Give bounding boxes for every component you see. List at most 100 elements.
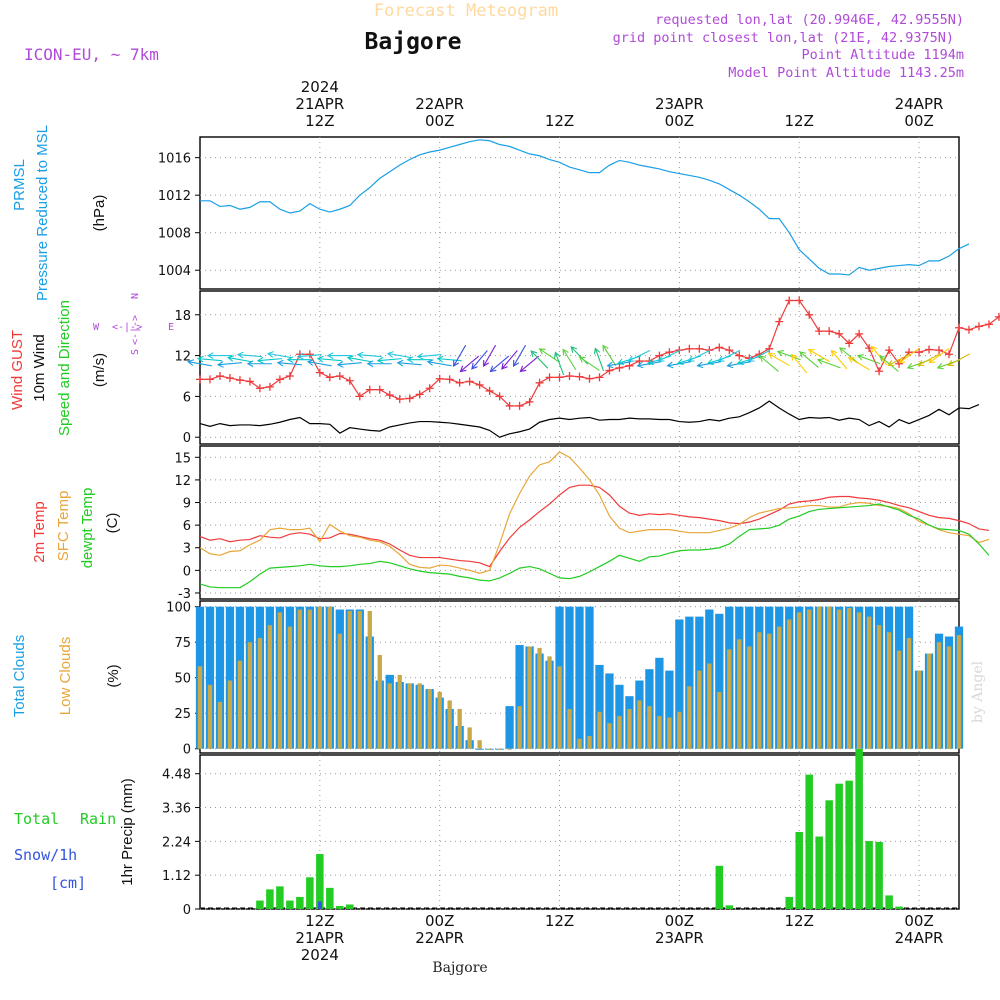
gust-marker xyxy=(605,366,614,375)
wind-arrow xyxy=(317,358,342,362)
product-title: Forecast Meteogram xyxy=(374,1,558,21)
wind-arrow-head xyxy=(847,357,855,364)
bottom-time-label: 00Z xyxy=(425,912,454,930)
rain-bar xyxy=(825,800,833,909)
total-cloud-bar xyxy=(475,748,484,750)
gust-marker xyxy=(875,367,884,376)
gust-marker xyxy=(415,390,424,399)
gust-marker xyxy=(685,344,694,353)
gust-marker xyxy=(565,372,574,380)
low-cloud-bar xyxy=(227,680,233,749)
low-cloud-bar xyxy=(836,609,842,749)
wind-arrow-head xyxy=(376,356,384,364)
wind-arrow xyxy=(817,359,841,369)
wind-arrow-head xyxy=(602,344,609,352)
low-cloud-bar xyxy=(617,716,622,749)
rain-bar xyxy=(795,832,803,909)
rain-bar xyxy=(835,783,843,909)
wind-arrow-head xyxy=(519,365,527,373)
rain-bar xyxy=(286,900,294,909)
wind-arrow-head xyxy=(870,345,878,353)
low-cloud-bar xyxy=(527,646,532,749)
gust-marker xyxy=(655,351,664,360)
low-cloud-bar xyxy=(637,700,642,749)
gust-marker xyxy=(615,363,624,372)
wind-arrow-head xyxy=(947,359,955,366)
gust-marker xyxy=(945,350,954,359)
low-cloud-bar xyxy=(886,632,892,749)
wind-arrow xyxy=(857,355,881,365)
total-cloud-bar xyxy=(585,606,594,749)
wind-arrow xyxy=(870,346,888,366)
wind-arrow-head xyxy=(216,361,224,368)
series-dewpt-temp xyxy=(199,503,990,589)
compass-w: W xyxy=(93,322,100,333)
wind-arrow-head xyxy=(928,356,936,364)
wind-arrow-head xyxy=(816,358,824,365)
low-cloud-bar xyxy=(607,723,612,749)
gust-marker xyxy=(335,372,344,380)
temperature-panel: -3 0 3 6 9 12 15 xyxy=(174,445,990,602)
low-cloud-bar xyxy=(457,708,462,749)
low-cloud-bar xyxy=(327,606,332,749)
wind-arrow-head xyxy=(593,347,601,355)
low-cloud-bar xyxy=(567,708,572,749)
wind-arrow-head xyxy=(747,355,755,362)
wind-arrow-head xyxy=(657,355,665,362)
gust-marker xyxy=(475,380,484,389)
gust-marker xyxy=(265,382,274,391)
wind-arrow xyxy=(217,362,242,366)
gust-marker xyxy=(925,345,934,354)
wind-arrow-head xyxy=(513,359,519,367)
low-cloud-bar xyxy=(896,650,902,749)
wind-arrow-head xyxy=(936,362,944,370)
wind-arrow xyxy=(539,348,560,363)
low-cloud-bar xyxy=(717,691,722,749)
gust-marker xyxy=(345,376,354,385)
low-cloud-bar xyxy=(846,608,852,749)
low-cloud-bar xyxy=(247,642,253,749)
gust-marker xyxy=(275,375,284,384)
snow-bar xyxy=(317,901,322,909)
gust-marker xyxy=(225,374,234,383)
gust-marker xyxy=(815,327,824,336)
gust-marker xyxy=(955,323,963,332)
low-cloud-bar xyxy=(926,653,932,749)
low-cloud-bar xyxy=(787,619,792,749)
gust-marker xyxy=(485,386,494,395)
total-cloud-bar xyxy=(595,664,604,749)
compass-n: N xyxy=(130,293,141,299)
low-cloud-bar xyxy=(447,700,452,749)
series-2m-temp xyxy=(199,484,990,568)
wind-arrow-head xyxy=(226,355,234,362)
low-cloud-bar xyxy=(467,727,472,749)
low-cloud-bar xyxy=(207,684,213,749)
wind-arrow xyxy=(460,355,480,372)
wind-arrow xyxy=(888,353,910,366)
gust-marker xyxy=(305,350,314,359)
wind-arrow-head xyxy=(436,355,444,363)
gust-marker xyxy=(545,373,554,382)
model-label: ICON-EU, ~ 7km xyxy=(24,45,159,64)
low-cloud-bar xyxy=(807,609,812,749)
low-cloud-bar xyxy=(487,748,492,750)
rain-bar xyxy=(725,905,734,909)
gust-marker xyxy=(205,375,214,384)
model-altitude: Model Point Altitude 1143.25m xyxy=(728,65,964,81)
wind-arrow-head xyxy=(917,359,925,366)
compass-s: S xyxy=(130,349,141,355)
gust-marker xyxy=(285,372,294,380)
low-cloud-bar xyxy=(827,606,832,749)
series-prmsl xyxy=(200,139,970,276)
wind-arrow xyxy=(520,355,540,372)
wind-arrow-head xyxy=(606,361,614,369)
y-tick-label: 1012 xyxy=(158,189,191,204)
rain-bar xyxy=(316,854,324,909)
wind-arrow xyxy=(277,362,302,366)
wind-arrow xyxy=(297,354,322,358)
total-cloud-bar xyxy=(515,645,524,749)
point-altitude: Point Altitude 1194m xyxy=(801,47,964,63)
wind-arrow-head xyxy=(296,352,304,360)
gust-label: Wind GUST xyxy=(9,330,26,410)
